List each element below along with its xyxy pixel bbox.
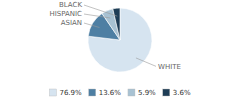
leader-line xyxy=(84,5,117,16)
legend: 76.9% 13.6% 5.9% 3.6% xyxy=(49,89,190,97)
legend-swatch xyxy=(163,89,170,96)
legend-item: 76.9% xyxy=(49,89,82,97)
chart: WHITE ASIANHISPANICBLACK 76.9% 13.6% 5.9% 3.6… xyxy=(0,0,240,100)
legend-swatch xyxy=(89,89,96,96)
legend-swatch xyxy=(128,89,135,96)
legend-label: 76.9% xyxy=(59,89,82,97)
legend-label: 13.6% xyxy=(99,89,122,97)
pie-slice xyxy=(102,9,120,40)
legend-item: 3.6% xyxy=(163,89,191,97)
legend-label: 5.9% xyxy=(138,89,156,97)
pie xyxy=(88,8,152,72)
legend-item: 13.6% xyxy=(89,89,122,97)
legend-swatch xyxy=(49,89,56,96)
slice-label: HISPANIC xyxy=(49,10,82,18)
slice-label: BLACK xyxy=(59,1,82,9)
legend-item: 5.9% xyxy=(128,89,156,97)
slice-label: ASIAN xyxy=(61,19,82,27)
slice-label: WHITE xyxy=(158,63,181,71)
legend-label: 3.6% xyxy=(173,89,191,97)
leader-line xyxy=(136,58,156,66)
leader-line xyxy=(84,14,110,18)
pie-slice xyxy=(113,8,120,40)
labels: WHITE ASIANHISPANICBLACK xyxy=(49,1,180,70)
pie-slice xyxy=(88,8,152,72)
leader-line xyxy=(84,23,99,27)
